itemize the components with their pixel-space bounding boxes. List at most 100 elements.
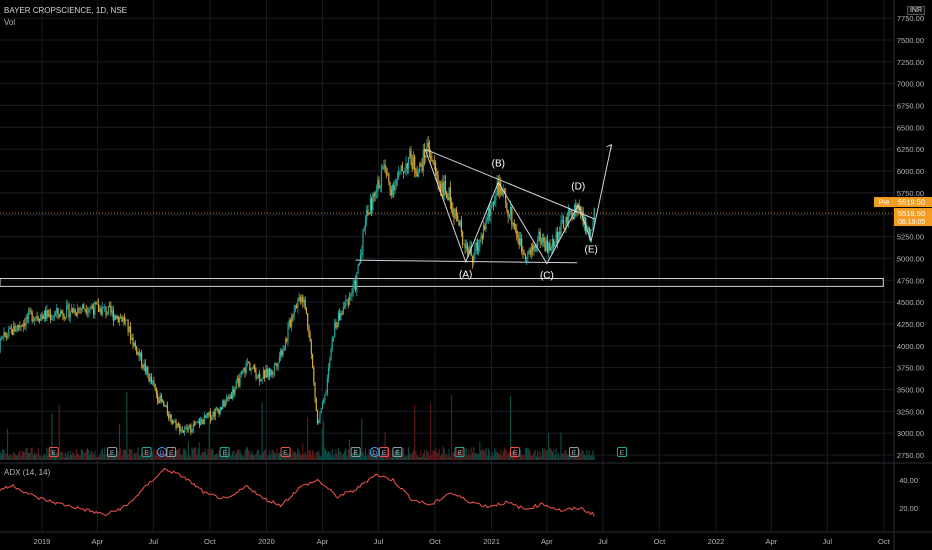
volume-bar	[549, 447, 551, 460]
volume-bar	[498, 454, 501, 460]
candle-body	[182, 430, 185, 433]
candle-body	[475, 242, 477, 248]
volume-bar	[555, 448, 557, 460]
volume-bar	[141, 452, 143, 460]
candle-body	[256, 377, 258, 379]
candle-body	[149, 376, 151, 382]
volume-bar	[22, 451, 25, 460]
volume-bar	[466, 455, 469, 460]
volume-bar	[585, 456, 587, 460]
volume-bar	[15, 455, 17, 460]
time-axis[interactable]: 2019 Apr Jul Oct 2020 Apr Jul Oct 2021 Apr Jul Oct 2…	[34, 537, 891, 546]
candle-body	[356, 273, 358, 291]
candle-body	[364, 219, 367, 228]
candle-body	[37, 317, 39, 320]
volume-bar	[86, 447, 89, 460]
candle-body	[490, 204, 492, 217]
volume-bar	[474, 453, 476, 460]
volume-bar	[573, 448, 576, 460]
candle-body	[329, 360, 331, 368]
volume-bar	[553, 449, 555, 460]
candle-body	[56, 308, 58, 313]
volume-bar	[235, 452, 237, 460]
volume-bar	[527, 447, 529, 460]
candle-body	[284, 339, 287, 348]
volume-bar	[379, 455, 381, 460]
candle-body	[18, 325, 20, 327]
volume-bar	[543, 449, 545, 460]
candle-body	[19, 326, 21, 328]
volume-bar	[100, 451, 102, 460]
candle-body	[266, 368, 268, 378]
price-tick-label: 6750.00	[897, 102, 924, 111]
candle-body	[436, 172, 438, 176]
candle-body	[0, 337, 3, 339]
volume-bar	[202, 451, 204, 460]
volume-bar	[431, 454, 433, 460]
adx-label[interactable]: ADX (14, 14)	[4, 468, 51, 477]
candle-body	[555, 231, 557, 244]
volume-bar	[246, 447, 248, 460]
candle-body	[400, 165, 402, 171]
volume-bar	[40, 456, 42, 460]
volume-bar	[393, 455, 395, 460]
volume-bar	[538, 456, 540, 460]
price-axis[interactable]: 7750.00 7500.00 7250.00 7000.00 6750.00 6500.…	[897, 14, 924, 513]
price-tick-label: 7500.00	[897, 36, 924, 45]
candle-body	[560, 220, 562, 235]
candle-body	[230, 395, 233, 399]
volume-bar	[342, 453, 344, 460]
volume-bar	[329, 451, 331, 460]
candle-body	[418, 163, 421, 172]
volume-bar	[61, 451, 63, 460]
volume-bar	[372, 447, 374, 460]
volume-bar	[507, 454, 509, 460]
price-tick-label: 4500.00	[897, 298, 924, 307]
candle-body	[157, 393, 159, 401]
candle-body	[541, 237, 544, 243]
currency-badge[interactable]: INR	[906, 6, 925, 15]
volume-bar	[409, 452, 411, 460]
volume-bar	[250, 453, 252, 460]
volume-bar	[198, 442, 201, 460]
volume-bar	[571, 450, 573, 460]
volume-bar	[325, 450, 327, 460]
candle-body	[492, 203, 494, 205]
volume-bar	[450, 394, 453, 460]
volume-label[interactable]: Vol	[4, 18, 16, 27]
candle-body	[31, 311, 33, 322]
volume-bar	[180, 454, 182, 460]
earnings-badge-box	[280, 447, 291, 457]
adx-pane	[0, 467, 595, 517]
candle-body	[52, 316, 54, 318]
volume-bar	[219, 455, 221, 460]
candle-body	[179, 423, 181, 432]
candle-body	[334, 322, 336, 338]
volume-bars	[0, 391, 595, 460]
pre-label-box	[874, 197, 894, 208]
volume-bar	[343, 451, 346, 460]
price-tick-label: 5250.00	[897, 233, 924, 242]
volume-bar	[396, 448, 399, 460]
candle-body	[67, 304, 69, 306]
candle-body	[129, 326, 132, 340]
candle-body	[514, 229, 517, 231]
volume-bar	[400, 448, 402, 460]
volume-bar	[157, 455, 159, 460]
volume-bar	[79, 455, 81, 460]
candle-body	[437, 175, 439, 184]
badge-letter: E	[513, 450, 518, 457]
symbol-title[interactable]: BAYER CROPSCIENCE, 1D, NSE	[4, 6, 127, 15]
volume-bar	[311, 450, 314, 460]
candle-body	[498, 181, 501, 195]
triangle-upper-line	[424, 148, 596, 220]
volume-bar	[502, 451, 504, 460]
candle-body	[522, 251, 524, 253]
candle-body	[229, 395, 231, 399]
volume-bar	[524, 448, 526, 460]
volume-bar	[90, 450, 92, 460]
candle-body	[24, 323, 26, 326]
candle-body	[507, 210, 509, 217]
volume-bar	[375, 453, 378, 460]
